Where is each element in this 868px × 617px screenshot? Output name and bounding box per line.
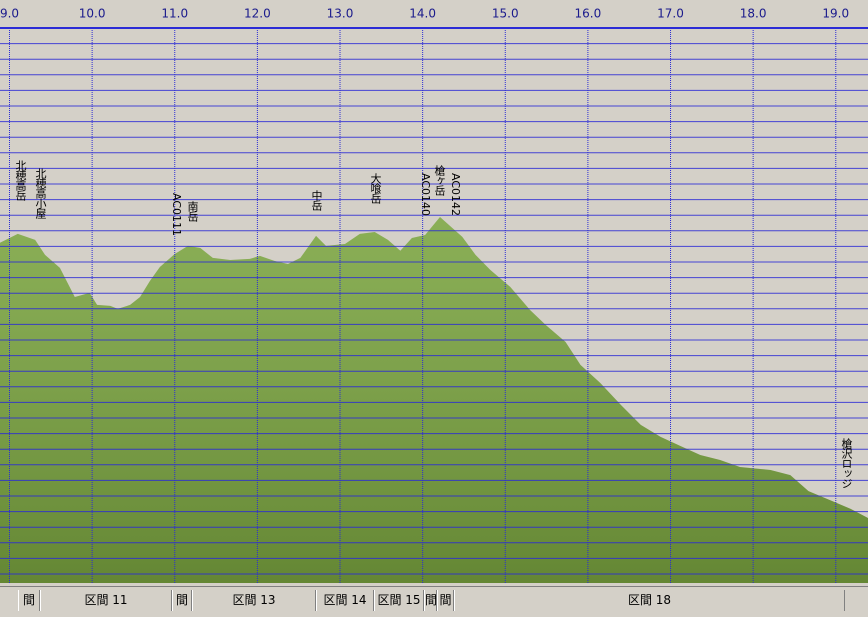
section[interactable]: 区間 18 — [454, 590, 845, 611]
section[interactable]: 区間 15 — [374, 590, 424, 611]
annotation: 槍ヶ岳 — [433, 165, 446, 195]
x-tick-label: 16.0 — [575, 7, 602, 21]
x-tick-label: 9.0 — [0, 7, 19, 21]
x-tick-label: 11.0 — [161, 7, 188, 21]
annotation: 北穂高小屋 — [34, 168, 47, 218]
section[interactable]: 区間 11 — [40, 590, 172, 611]
section[interactable]: 間 — [18, 590, 40, 611]
section-bar: 間 区間 11 間 区間 13 区間 14 区間 15 間 間 区間 18 — [0, 586, 868, 617]
x-tick-label: 17.0 — [657, 7, 684, 21]
annotation: 大喰岳 — [369, 173, 382, 203]
section[interactable]: 間 — [424, 590, 437, 611]
x-tick-label: 19.0 — [822, 7, 849, 21]
section[interactable]: 間 — [172, 590, 192, 611]
x-tick-label: 14.0 — [409, 7, 436, 21]
annotation: AC0142 — [449, 173, 462, 217]
x-tick-label: 12.0 — [244, 7, 271, 21]
annotation: AC0111 — [170, 193, 183, 237]
annotation: 中岳 — [310, 190, 323, 210]
annotation: AC0140 — [419, 173, 432, 217]
x-tick-label: 15.0 — [492, 7, 519, 21]
annotation: 槍沢ロッジ — [840, 438, 853, 488]
x-tick-label: 18.0 — [740, 7, 767, 21]
section[interactable]: 区間 13 — [192, 590, 316, 611]
x-tick-label: 10.0 — [79, 7, 106, 21]
axis-strip — [0, 0, 868, 28]
section[interactable]: 間 — [437, 590, 454, 611]
x-tick-label: 13.0 — [327, 7, 354, 21]
chart: 9.0 10.0 11.0 12.0 13.0 14.0 15.0 16.0 17.0 18.0 1… — [0, 0, 868, 583]
section[interactable]: 区間 14 — [316, 590, 374, 611]
annotation: 北穂高岳 — [14, 160, 27, 200]
annotation: 南岳 — [186, 201, 199, 221]
